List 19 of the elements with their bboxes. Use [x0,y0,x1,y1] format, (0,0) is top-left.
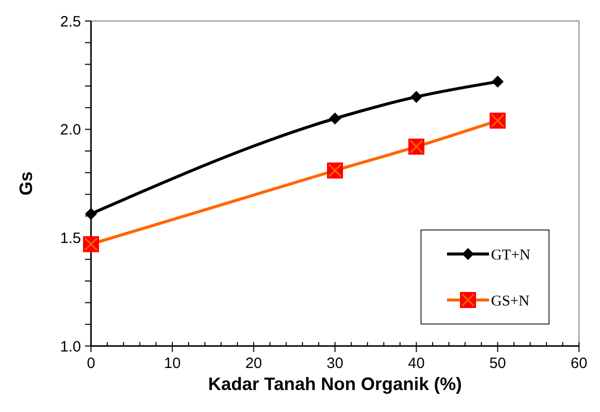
point [492,76,504,88]
x-tick-label: 60 [570,355,588,372]
x-axis-title: Kadar Tanah Non Organik (%) [208,374,462,394]
x-tick-label: 50 [489,355,506,372]
x-tick-label: 20 [245,355,262,372]
y-tick-label: 2.5 [60,13,81,30]
point [85,208,97,220]
y-axis-title: Gs [16,171,36,196]
point [410,90,422,103]
point [329,112,341,124]
y-tick-label: 1.0 [60,338,81,356]
legend-label: GT+N [491,247,530,264]
x-tick-label: 40 [408,355,425,372]
x-tick-label: 10 [164,355,181,372]
x-tick-label: 0 [86,355,96,372]
y-tick-label: 2.0 [60,122,81,139]
y-tick-label: 1.5 [60,230,81,247]
x-tick-label: 30 [326,355,344,372]
legend-label: GS+N [491,293,530,310]
